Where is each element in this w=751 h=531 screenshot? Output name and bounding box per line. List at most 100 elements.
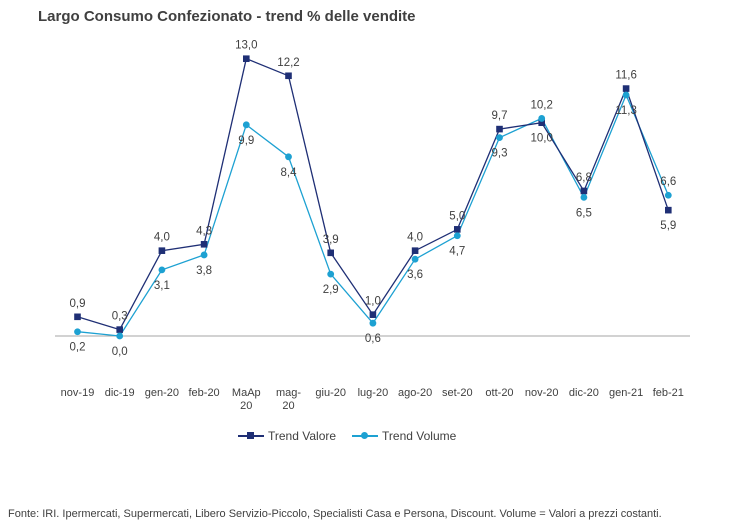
x-tick-part: set-20 [442, 387, 473, 399]
label-valore-3: 4,3 [196, 225, 212, 237]
label-volume-5: 8,4 [281, 167, 298, 179]
x-tick-part: gen-21 [609, 387, 643, 399]
label-volume-10: 9,3 [492, 148, 508, 160]
source-note: Fonte: IRI. Ipermercati, Supermercati, L… [8, 508, 662, 520]
point-valore-13 [622, 85, 630, 92]
point-volume-14 [664, 191, 672, 199]
label-valore-6: 3,9 [323, 234, 339, 246]
point-valore-6 [327, 249, 334, 257]
label-valore-0: 0,9 [70, 298, 86, 310]
x-tick-9: set-20 [442, 387, 473, 399]
point-valore-14 [665, 206, 672, 214]
label-volume-8: 3,6 [407, 269, 423, 281]
x-tick-part: ago-20 [398, 387, 432, 399]
x-tick-4: MaAp 20 [232, 387, 261, 412]
legend-swatch-volume [352, 431, 379, 441]
legend-swatch-valore [238, 431, 264, 441]
label-valore-12: 6,8 [576, 172, 592, 184]
point-valore-1 [116, 326, 123, 333]
x-tick-part: feb-20 [188, 387, 219, 399]
point-volume-9 [453, 232, 461, 240]
label-volume-6: 2,9 [323, 284, 339, 296]
label-valore-13: 11,6 [615, 70, 637, 82]
x-tick-8: ago-20 [398, 387, 432, 399]
label-valore-7: 1,0 [365, 296, 381, 308]
legend-label-volume: Trend Volume [382, 429, 457, 443]
label-volume-4: 9,9 [238, 135, 254, 147]
x-tick-part: dic-19 [105, 387, 135, 399]
point-volume-10 [496, 134, 503, 142]
point-valore-8 [411, 247, 419, 254]
point-valore-12 [580, 187, 588, 195]
point-volume-3 [200, 251, 208, 259]
point-valore-10 [496, 125, 503, 133]
label-valore-4: 13,0 [235, 40, 257, 52]
x-tick-part: nov-19 [61, 387, 95, 399]
x-tick-12: dic-20 [569, 387, 599, 399]
point-volume-5 [285, 153, 292, 161]
x-tick-10: ott-20 [485, 387, 513, 399]
point-valore-4 [243, 55, 250, 63]
x-tick-11: nov-20 [525, 387, 559, 399]
point-valore-0 [74, 313, 81, 321]
legend-item-volume: Trend Volume [352, 429, 456, 443]
chart-title: Largo Consumo Confezionato - trend % del… [38, 8, 416, 25]
label-volume-1: 0,0 [112, 346, 128, 358]
x-tick-part: dic-20 [569, 387, 599, 399]
x-tick-part: nov-20 [525, 387, 559, 399]
label-valore-11: 10,0 [531, 133, 553, 145]
label-volume-11: 10,2 [531, 99, 553, 111]
x-tick-part: mag- [276, 387, 301, 399]
x-tick-part: giu-20 [315, 387, 346, 399]
label-valore-2: 4,0 [154, 232, 170, 244]
x-tick-2: gen-20 [145, 387, 179, 399]
label-volume-12: 6,5 [576, 207, 592, 219]
point-volume-2 [158, 266, 166, 274]
point-volume-6 [327, 270, 335, 278]
label-valore-1: 0,3 [112, 311, 128, 323]
label-volume-13: 11,3 [615, 105, 637, 117]
point-volume-12 [580, 193, 588, 201]
point-valore-7 [369, 311, 377, 318]
x-tick-0: nov-19 [61, 387, 95, 399]
label-valore-10: 9,7 [492, 110, 508, 122]
x-tick-13: gen-21 [609, 387, 643, 399]
x-tick-part: 20 [240, 400, 252, 412]
point-volume-8 [411, 255, 419, 263]
chart-legend: Trend Valore Trend Volume [238, 429, 456, 443]
label-volume-3: 3,8 [196, 265, 212, 277]
label-valore-5: 12,2 [277, 57, 299, 69]
point-valore-2 [158, 247, 166, 254]
point-valore-3 [200, 240, 208, 248]
point-volume-1 [116, 332, 124, 340]
label-volume-0: 0,2 [70, 342, 86, 354]
x-tick-3: feb-20 [188, 387, 219, 399]
x-tick-14: feb-21 [653, 387, 684, 399]
x-tick-part: MaAp [232, 387, 261, 399]
point-valore-11 [538, 119, 545, 126]
point-valore-5 [285, 72, 292, 80]
x-tick-5: mag-20 [276, 387, 301, 412]
label-volume-7: 0,6 [365, 333, 381, 345]
legend-item-valore: Trend Valore [238, 429, 336, 443]
label-valore-14: 5,9 [660, 220, 676, 232]
x-tick-part: ott-20 [485, 387, 513, 399]
label-volume-9: 4,7 [449, 246, 465, 258]
x-tick-1: dic-19 [105, 387, 135, 399]
point-volume-13 [622, 91, 630, 99]
point-volume-0 [74, 328, 81, 336]
label-volume-2: 3,1 [154, 280, 170, 292]
x-tick-part: 20 [282, 400, 294, 412]
label-valore-9: 5,0 [449, 210, 465, 222]
label-volume-14: 6,6 [660, 176, 676, 188]
x-tick-part: lug-20 [358, 387, 389, 399]
x-tick-part: feb-21 [653, 387, 684, 399]
x-tick-7: lug-20 [358, 387, 389, 399]
point-volume-4 [242, 121, 250, 129]
legend-label-valore: Trend Valore [268, 429, 337, 443]
point-valore-9 [454, 226, 461, 233]
point-volume-11 [538, 115, 546, 122]
point-volume-7 [369, 319, 377, 327]
x-tick-6: giu-20 [315, 387, 346, 399]
